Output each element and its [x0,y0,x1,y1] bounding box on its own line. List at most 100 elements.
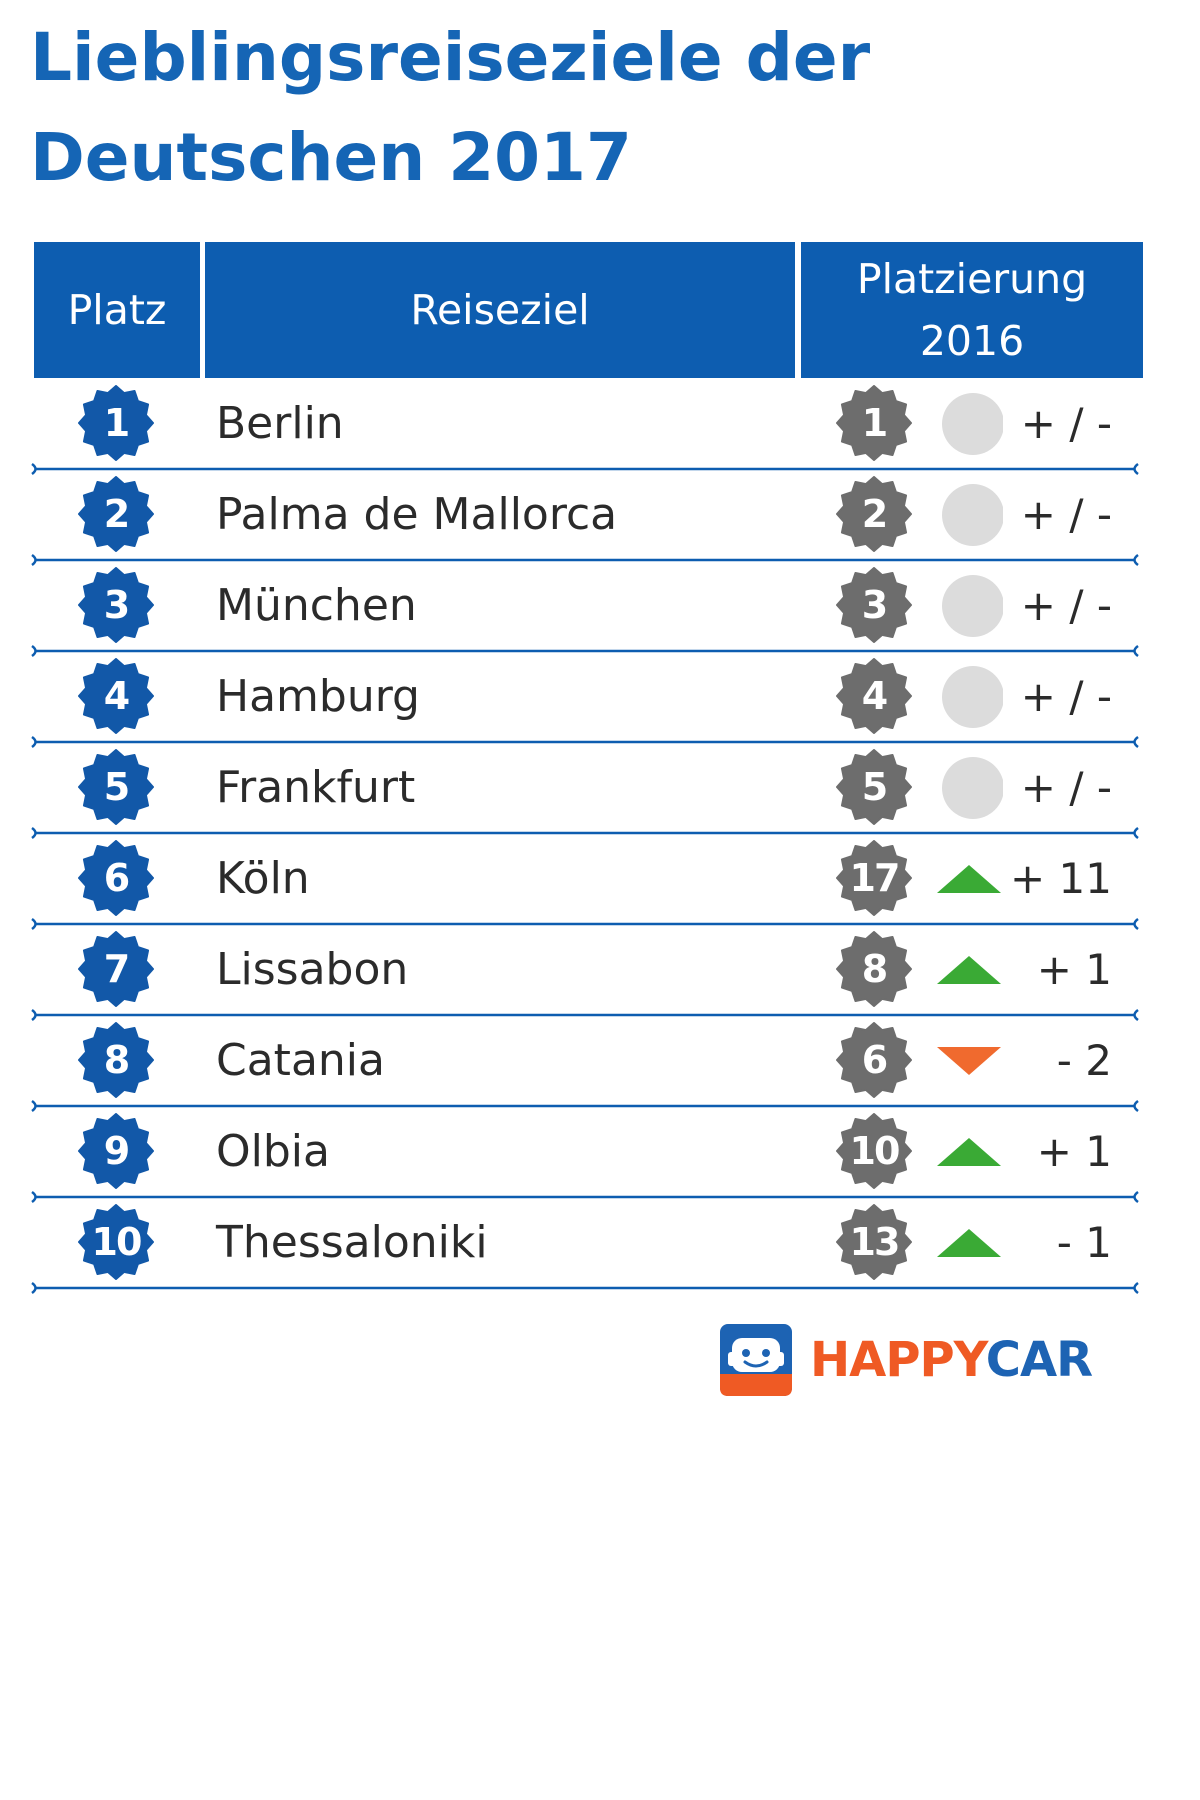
destination-name: Thessaloniki [216,1217,488,1268]
arrow-up-icon [935,1120,1003,1184]
rank-badge: 8 [78,1022,154,1098]
arrow-up-icon [935,938,1003,1002]
neutral-dot-icon [935,392,1003,456]
rank-change: + / - [1020,763,1112,812]
rank-badge: 7 [78,931,154,1007]
arrow-up-icon [935,1211,1003,1275]
arrow-up-icon [935,847,1003,911]
rank-change: + / - [1020,672,1112,721]
rank-change: - 1 [1056,1218,1112,1267]
previous-rank-badge-label: 10 [849,1129,901,1173]
destination-name: München [216,580,417,631]
destination-name: Palma de Mallorca [216,489,618,540]
rank-change: + / - [1020,399,1112,448]
destination-name: Frankfurt [216,762,416,813]
table-row: 9 Olbia 10 + 1 [0,1106,1200,1204]
rank-badge: 4 [78,658,154,734]
column-header-previous-line-2: 2016 [919,317,1025,365]
previous-rank-badge-label: 8 [861,947,888,991]
rank-badge: 10 [78,1204,154,1280]
rank-badge-label: 1 [103,401,130,445]
previous-rank-badge: 2 [836,476,912,552]
destination-name: Köln [216,853,310,904]
logo-wordmark: HAPPYCAR [810,1322,1093,1398]
row-divider [30,553,1140,567]
rank-change: + / - [1020,581,1112,630]
rank-badge-label: 7 [103,947,130,991]
previous-rank-badge-label: 6 [861,1038,888,1082]
column-header-previous-rank: Platzierung 2016 [801,242,1143,378]
rank-change: + 1 [1036,945,1112,994]
neutral-dot-icon [935,665,1003,729]
previous-rank-badge: 3 [836,567,912,643]
previous-rank-badge: 10 [836,1113,912,1189]
rank-badge: 5 [78,749,154,825]
logo-word-happy: HAPPY [810,1332,987,1388]
row-divider [30,1190,1140,1204]
previous-rank-badge: 8 [836,931,912,1007]
row-divider [30,462,1140,476]
rank-badge: 9 [78,1113,154,1189]
previous-rank-badge: 13 [836,1204,912,1280]
table-row: 6 Köln 17 + 11 [0,833,1200,931]
table-row: 1 Berlin 1 + / - [0,378,1200,476]
rank-badge-label: 5 [103,765,130,809]
table-row: 2 Palma de Mallorca 2 + / - [0,469,1200,567]
rank-change: + 1 [1036,1127,1112,1176]
row-divider [30,644,1140,658]
car-face-icon [718,1322,794,1398]
rank-change: - 2 [1056,1036,1112,1085]
column-header-rank: Platz [34,242,200,378]
row-divider [30,826,1140,840]
row-divider [30,735,1140,749]
neutral-dot-icon [935,574,1003,638]
page-title: Lieblingsreiseziele der Deutschen 2017 [30,8,1130,208]
previous-rank-badge-label: 13 [849,1220,901,1264]
rank-badge-label: 10 [91,1220,143,1264]
happycar-logo: HAPPYCAR [718,1322,1138,1402]
row-divider [30,1099,1140,1113]
title-line-1: Lieblingsreiseziele der [30,19,871,96]
rank-badge-label: 2 [103,492,130,536]
previous-rank-badge: 4 [836,658,912,734]
rank-badge: 3 [78,567,154,643]
rank-change: + 11 [1010,854,1112,903]
table-row: 7 Lissabon 8 + 1 [0,924,1200,1022]
previous-rank-badge-label: 1 [861,401,888,445]
rank-change: + / - [1020,490,1112,539]
rank-badge: 1 [78,385,154,461]
table-row: 8 Catania 6 - 2 [0,1015,1200,1113]
table-row: 5 Frankfurt 5 + / - [0,742,1200,840]
rank-badge-label: 3 [103,583,130,627]
row-divider [30,1008,1140,1022]
table-row: 4 Hamburg 4 + / - [0,651,1200,749]
destination-name: Lissabon [216,944,409,995]
previous-rank-badge-label: 17 [849,856,901,900]
row-divider [30,1281,1140,1295]
logo-word-car: CAR [985,1332,1093,1388]
rank-badge-label: 4 [103,674,130,718]
column-header-previous-line-1: Platzierung [856,255,1088,303]
neutral-dot-icon [935,756,1003,820]
rank-badge-label: 8 [103,1038,130,1082]
rank-badge: 6 [78,840,154,916]
row-divider [30,917,1140,931]
rank-badge-label: 6 [103,856,130,900]
destination-name: Hamburg [216,671,420,722]
rank-badge-label: 9 [103,1129,130,1173]
column-header-destination: Reiseziel [205,242,795,378]
previous-rank-badge-label: 3 [861,583,888,627]
neutral-dot-icon [935,483,1003,547]
previous-rank-badge: 6 [836,1022,912,1098]
previous-rank-badge-label: 4 [861,674,888,718]
previous-rank-badge-label: 5 [861,765,888,809]
previous-rank-badge: 17 [836,840,912,916]
previous-rank-badge-label: 2 [861,492,888,536]
destination-name: Berlin [216,398,344,449]
previous-rank-badge: 5 [836,749,912,825]
arrow-down-icon [935,1029,1003,1093]
previous-rank-badge: 1 [836,385,912,461]
destination-name: Olbia [216,1126,330,1177]
destination-name: Catania [216,1035,385,1086]
title-line-2: Deutschen 2017 [30,119,632,196]
